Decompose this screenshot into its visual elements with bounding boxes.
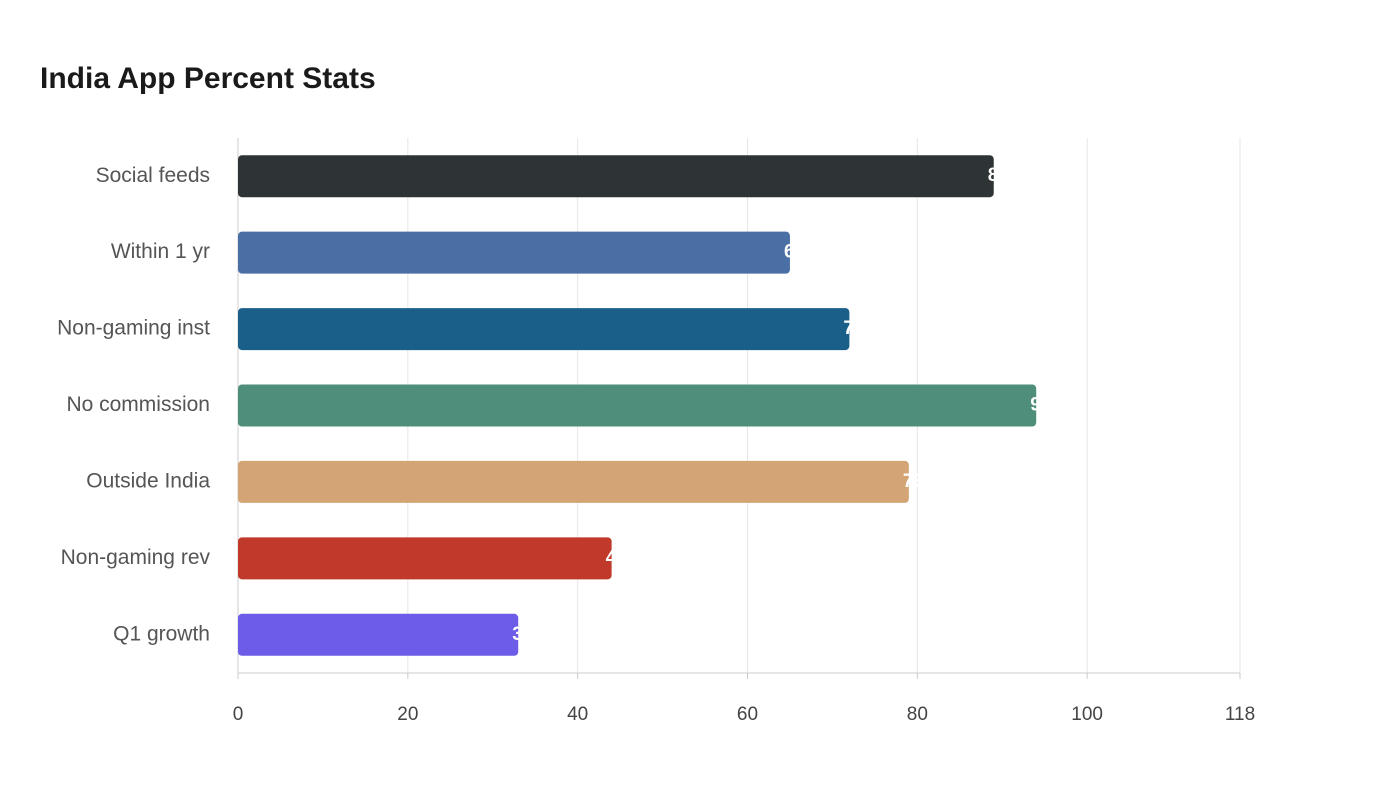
y-tick-label: Non-gaming rev — [61, 546, 211, 569]
bar — [238, 155, 994, 198]
bar — [238, 613, 519, 656]
bar — [238, 231, 790, 274]
value-label: 44 — [606, 547, 628, 568]
y-tick-label: Within 1 yr — [111, 240, 210, 263]
x-tick-label: 20 — [397, 704, 418, 725]
bar — [238, 308, 850, 351]
value-label: 33 — [512, 624, 533, 645]
value-label: 65 — [784, 242, 806, 263]
y-tick-label: Social feeds — [96, 164, 210, 187]
y-tick-label: Q1 growth — [113, 622, 210, 645]
bar — [238, 460, 909, 503]
bar — [238, 537, 612, 580]
x-tick-label: 118 — [1225, 704, 1255, 725]
x-tick-label: 100 — [1071, 704, 1103, 725]
value-label: 79 — [903, 471, 924, 492]
x-tick-label: 60 — [737, 704, 758, 725]
value-label: 94 — [1030, 395, 1052, 416]
y-tick-label: Non-gaming inst — [57, 317, 210, 340]
x-tick-label: 80 — [907, 704, 928, 725]
bar — [238, 384, 1037, 427]
value-label: 72 — [843, 318, 864, 339]
x-tick-label: 0 — [233, 704, 244, 725]
y-tick-label: Outside India — [86, 469, 210, 492]
value-label: 89 — [988, 165, 1009, 186]
x-tick-label: 40 — [567, 704, 588, 725]
chart-title: India App Percent Stats — [40, 62, 376, 95]
y-tick-label: No commission — [66, 393, 210, 416]
